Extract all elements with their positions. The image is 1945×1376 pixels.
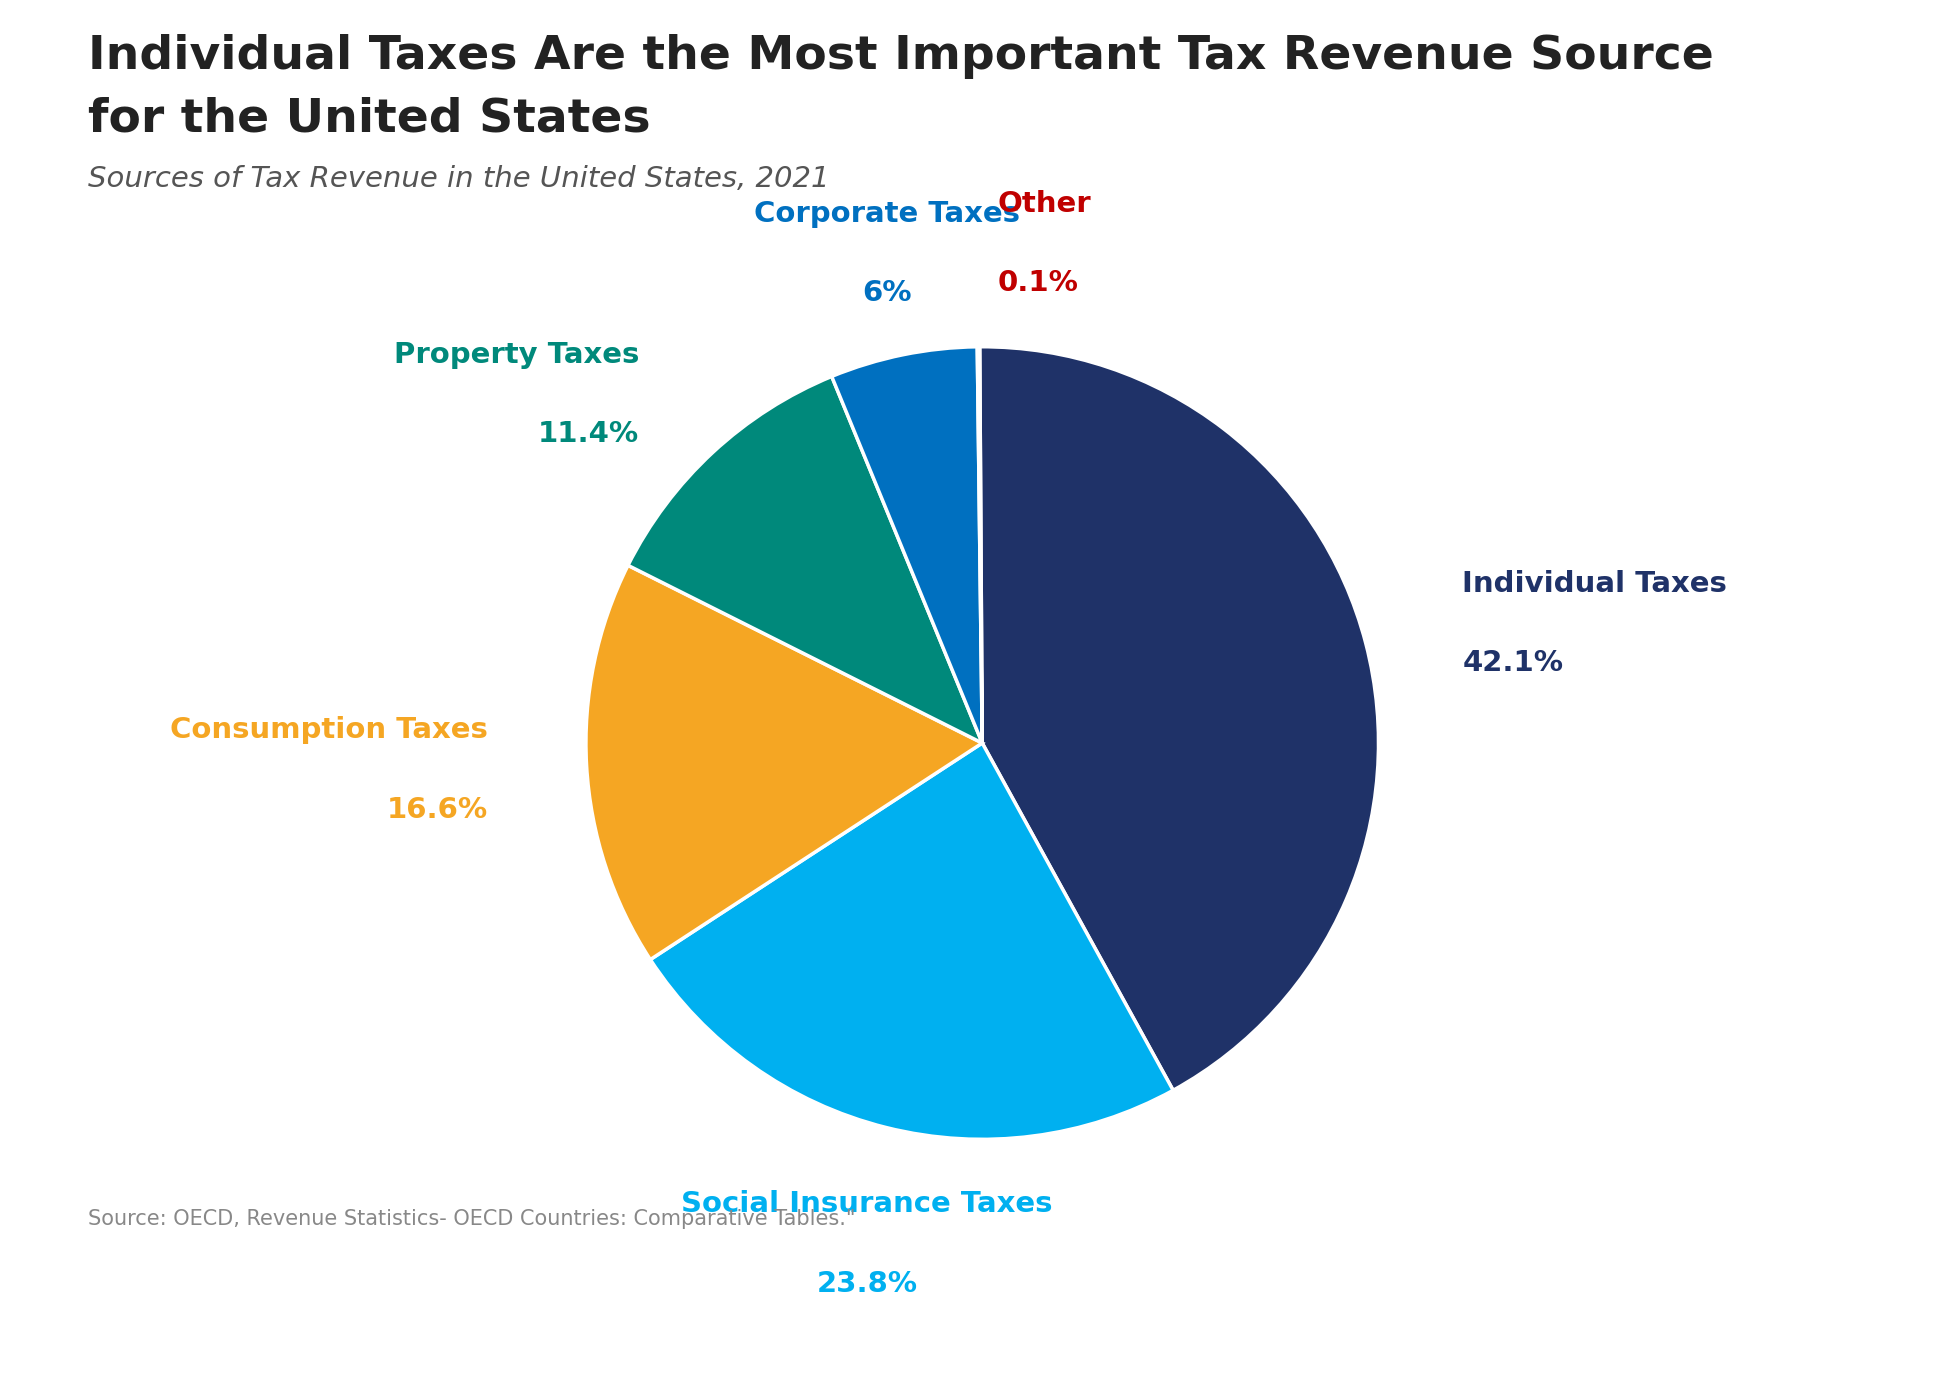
Text: TAX FOUNDATION: TAX FOUNDATION — [43, 1306, 319, 1333]
Wedge shape — [628, 377, 982, 743]
Text: Individual Taxes: Individual Taxes — [1463, 570, 1727, 597]
Text: Corporate Taxes: Corporate Taxes — [755, 200, 1021, 227]
Wedge shape — [976, 347, 982, 743]
Text: Social Insurance Taxes: Social Insurance Taxes — [681, 1190, 1052, 1218]
Text: 6%: 6% — [862, 279, 912, 307]
Text: Source: OECD, Revenue Statistics- OECD Countries: Comparative Tables.": Source: OECD, Revenue Statistics- OECD C… — [88, 1208, 856, 1229]
Text: Sources of Tax Revenue in the United States, 2021: Sources of Tax Revenue in the United Sta… — [88, 165, 829, 193]
Wedge shape — [980, 347, 1379, 1090]
Wedge shape — [832, 347, 982, 743]
Text: Consumption Taxes: Consumption Taxes — [169, 716, 488, 744]
Wedge shape — [585, 566, 982, 959]
Text: Individual Taxes Are the Most Important Tax Revenue Source: Individual Taxes Are the Most Important … — [88, 34, 1714, 80]
Text: Property Taxes: Property Taxes — [393, 341, 640, 369]
Text: 11.4%: 11.4% — [539, 420, 640, 449]
Text: Other: Other — [998, 190, 1091, 217]
Text: @TaxFoundation: @TaxFoundation — [1645, 1306, 1902, 1333]
Text: 42.1%: 42.1% — [1463, 649, 1564, 677]
Text: 16.6%: 16.6% — [387, 795, 488, 824]
Text: 23.8%: 23.8% — [817, 1270, 918, 1298]
Text: 0.1%: 0.1% — [998, 270, 1078, 297]
Wedge shape — [650, 743, 1173, 1139]
Text: for the United States: for the United States — [88, 96, 650, 142]
